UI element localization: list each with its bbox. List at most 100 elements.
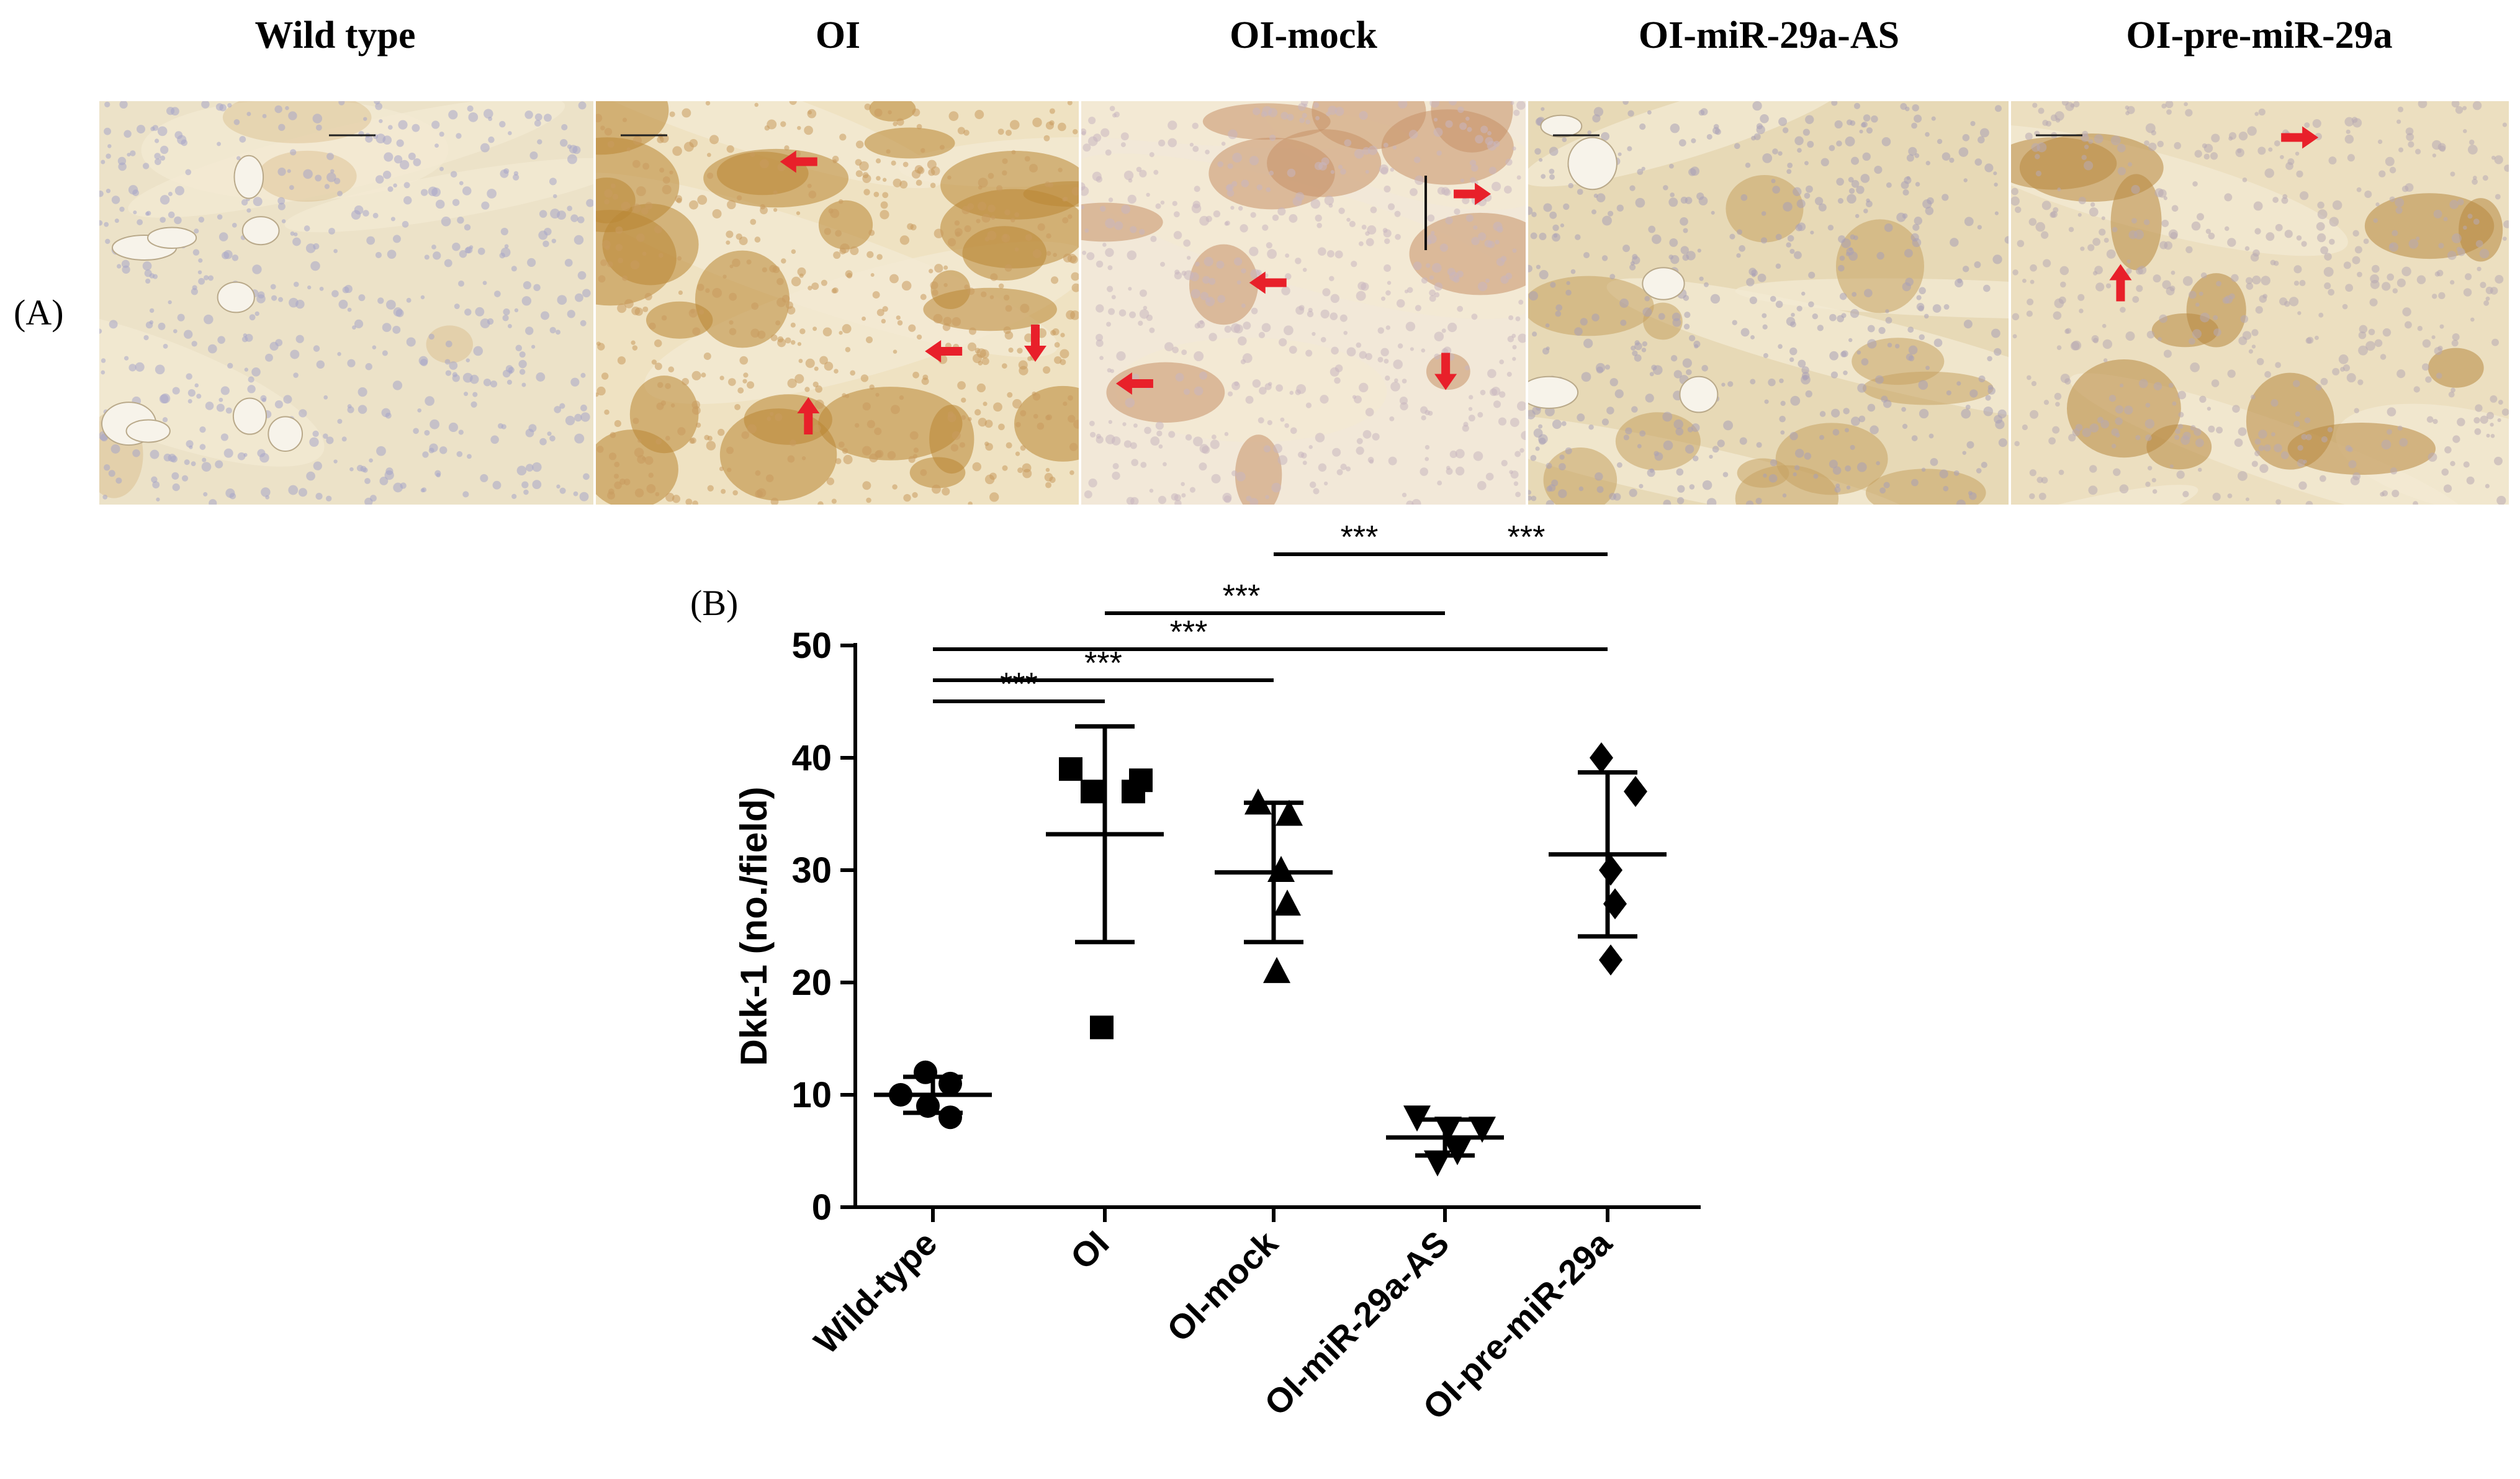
cell-nucleus — [1211, 434, 1217, 440]
cell-nucleus — [1919, 334, 1925, 340]
cell-nucleus — [2237, 470, 2248, 481]
cell-nucleus — [1262, 106, 1272, 116]
cell-nucleus — [1295, 258, 1302, 264]
cell-nucleus — [705, 101, 711, 106]
cell-nucleus — [1827, 225, 1834, 231]
cell-nucleus — [1392, 145, 1397, 150]
cell-nucleus — [503, 168, 510, 174]
cell-nucleus — [1284, 325, 1294, 336]
cell-nucleus — [1663, 185, 1668, 191]
cell-nucleus — [1770, 459, 1778, 467]
cell-nucleus — [1434, 353, 1441, 360]
cell-nucleus — [450, 171, 457, 178]
data-point-square — [1090, 1015, 1114, 1040]
cell-nucleus — [2466, 476, 2475, 485]
cell-nucleus — [2494, 456, 2503, 465]
cell-nucleus — [579, 492, 589, 501]
cell-nucleus — [692, 500, 698, 505]
cell-nucleus — [981, 357, 989, 366]
cell-nucleus — [1389, 416, 1395, 421]
cell-nucleus — [615, 226, 623, 234]
cell-nucleus — [2213, 315, 2218, 320]
cell-nucleus — [582, 289, 591, 298]
cell-nucleus — [2301, 434, 2307, 440]
cell-nucleus — [2014, 441, 2020, 447]
cell-nucleus — [1749, 296, 1757, 304]
cell-nucleus — [1010, 217, 1015, 223]
cell-nucleus — [1779, 415, 1786, 423]
cell-nucleus — [626, 147, 631, 151]
cell-nucleus — [932, 484, 941, 494]
cell-nucleus — [1071, 272, 1079, 281]
cell-nucleus — [1224, 325, 1231, 333]
cell-nucleus — [2332, 200, 2342, 210]
cell-nucleus — [2104, 238, 2109, 243]
cell-nucleus — [2105, 283, 2112, 289]
cell-nucleus — [1559, 463, 1566, 470]
cell-nucleus — [2036, 477, 2043, 483]
cell-nucleus — [560, 139, 568, 147]
cell-nucleus — [249, 314, 256, 321]
panel-title-oi-mir-29a-as: OI-miR-29a-AS — [1638, 14, 1900, 56]
cell-nucleus — [845, 270, 853, 278]
cell-nucleus — [1535, 446, 1540, 451]
cell-nucleus — [2378, 170, 2386, 178]
cell-nucleus — [1015, 451, 1020, 456]
cell-nucleus — [859, 161, 869, 171]
cell-nucleus — [1566, 281, 1570, 285]
cell-nucleus — [1060, 349, 1069, 359]
data-point-diamond — [1624, 776, 1647, 807]
fat-vacuole — [217, 281, 255, 313]
cell-nucleus — [2305, 434, 2312, 441]
cell-nucleus — [149, 308, 155, 313]
cell-nucleus — [798, 359, 803, 363]
cell-nucleus — [482, 281, 487, 285]
cell-nucleus — [1297, 451, 1305, 458]
cell-nucleus — [2178, 423, 2184, 429]
cell-nucleus — [2375, 202, 2380, 207]
cell-nucleus — [326, 436, 334, 444]
cell-nucleus — [1886, 182, 1892, 188]
cell-nucleus — [701, 372, 706, 378]
cell-nucleus — [1205, 215, 1212, 222]
cell-nucleus — [1172, 200, 1177, 207]
cell-nucleus — [2200, 312, 2210, 323]
cell-nucleus — [1843, 408, 1850, 415]
cell-nucleus — [1521, 431, 1526, 441]
cell-nucleus — [1771, 179, 1776, 184]
cell-nucleus — [1346, 466, 1351, 472]
y-axis-label: Dkk-1 (no./field) — [733, 786, 775, 1066]
cell-nucleus — [1639, 483, 1644, 488]
cell-nucleus — [1641, 348, 1647, 353]
cell-nucleus — [1082, 143, 1091, 152]
cell-nucleus — [2297, 311, 2302, 315]
cell-nucleus — [1225, 184, 1233, 191]
cell-nucleus — [2161, 103, 2167, 109]
cell-nucleus — [341, 436, 347, 442]
cell-nucleus — [1902, 213, 1908, 219]
cell-nucleus — [1158, 139, 1166, 147]
cell-nucleus — [2463, 129, 2467, 133]
cell-nucleus — [1384, 185, 1391, 193]
data-point-triangle-up — [1267, 856, 1295, 882]
cell-nucleus — [1555, 304, 1563, 312]
cell-nucleus — [1691, 138, 1696, 143]
cell-nucleus — [2166, 109, 2172, 115]
cell-nucleus — [1805, 390, 1812, 398]
cell-nucleus — [338, 299, 348, 309]
cell-nucleus — [2295, 151, 2300, 156]
cell-nucleus — [2373, 218, 2378, 223]
cell-nucleus — [529, 151, 538, 160]
cell-nucleus — [799, 328, 806, 335]
cell-nucleus — [1465, 116, 1470, 121]
cell-nucleus — [1580, 318, 1588, 326]
cell-nucleus — [2317, 209, 2328, 220]
cell-nucleus — [171, 472, 179, 480]
cell-nucleus — [2004, 236, 2009, 244]
cell-nucleus — [398, 120, 408, 130]
y-tick-label: 50 — [791, 626, 832, 666]
cell-nucleus — [1832, 429, 1840, 436]
cell-nucleus — [1794, 465, 1800, 470]
cell-nucleus — [1856, 186, 1865, 194]
cell-nucleus — [839, 133, 847, 141]
